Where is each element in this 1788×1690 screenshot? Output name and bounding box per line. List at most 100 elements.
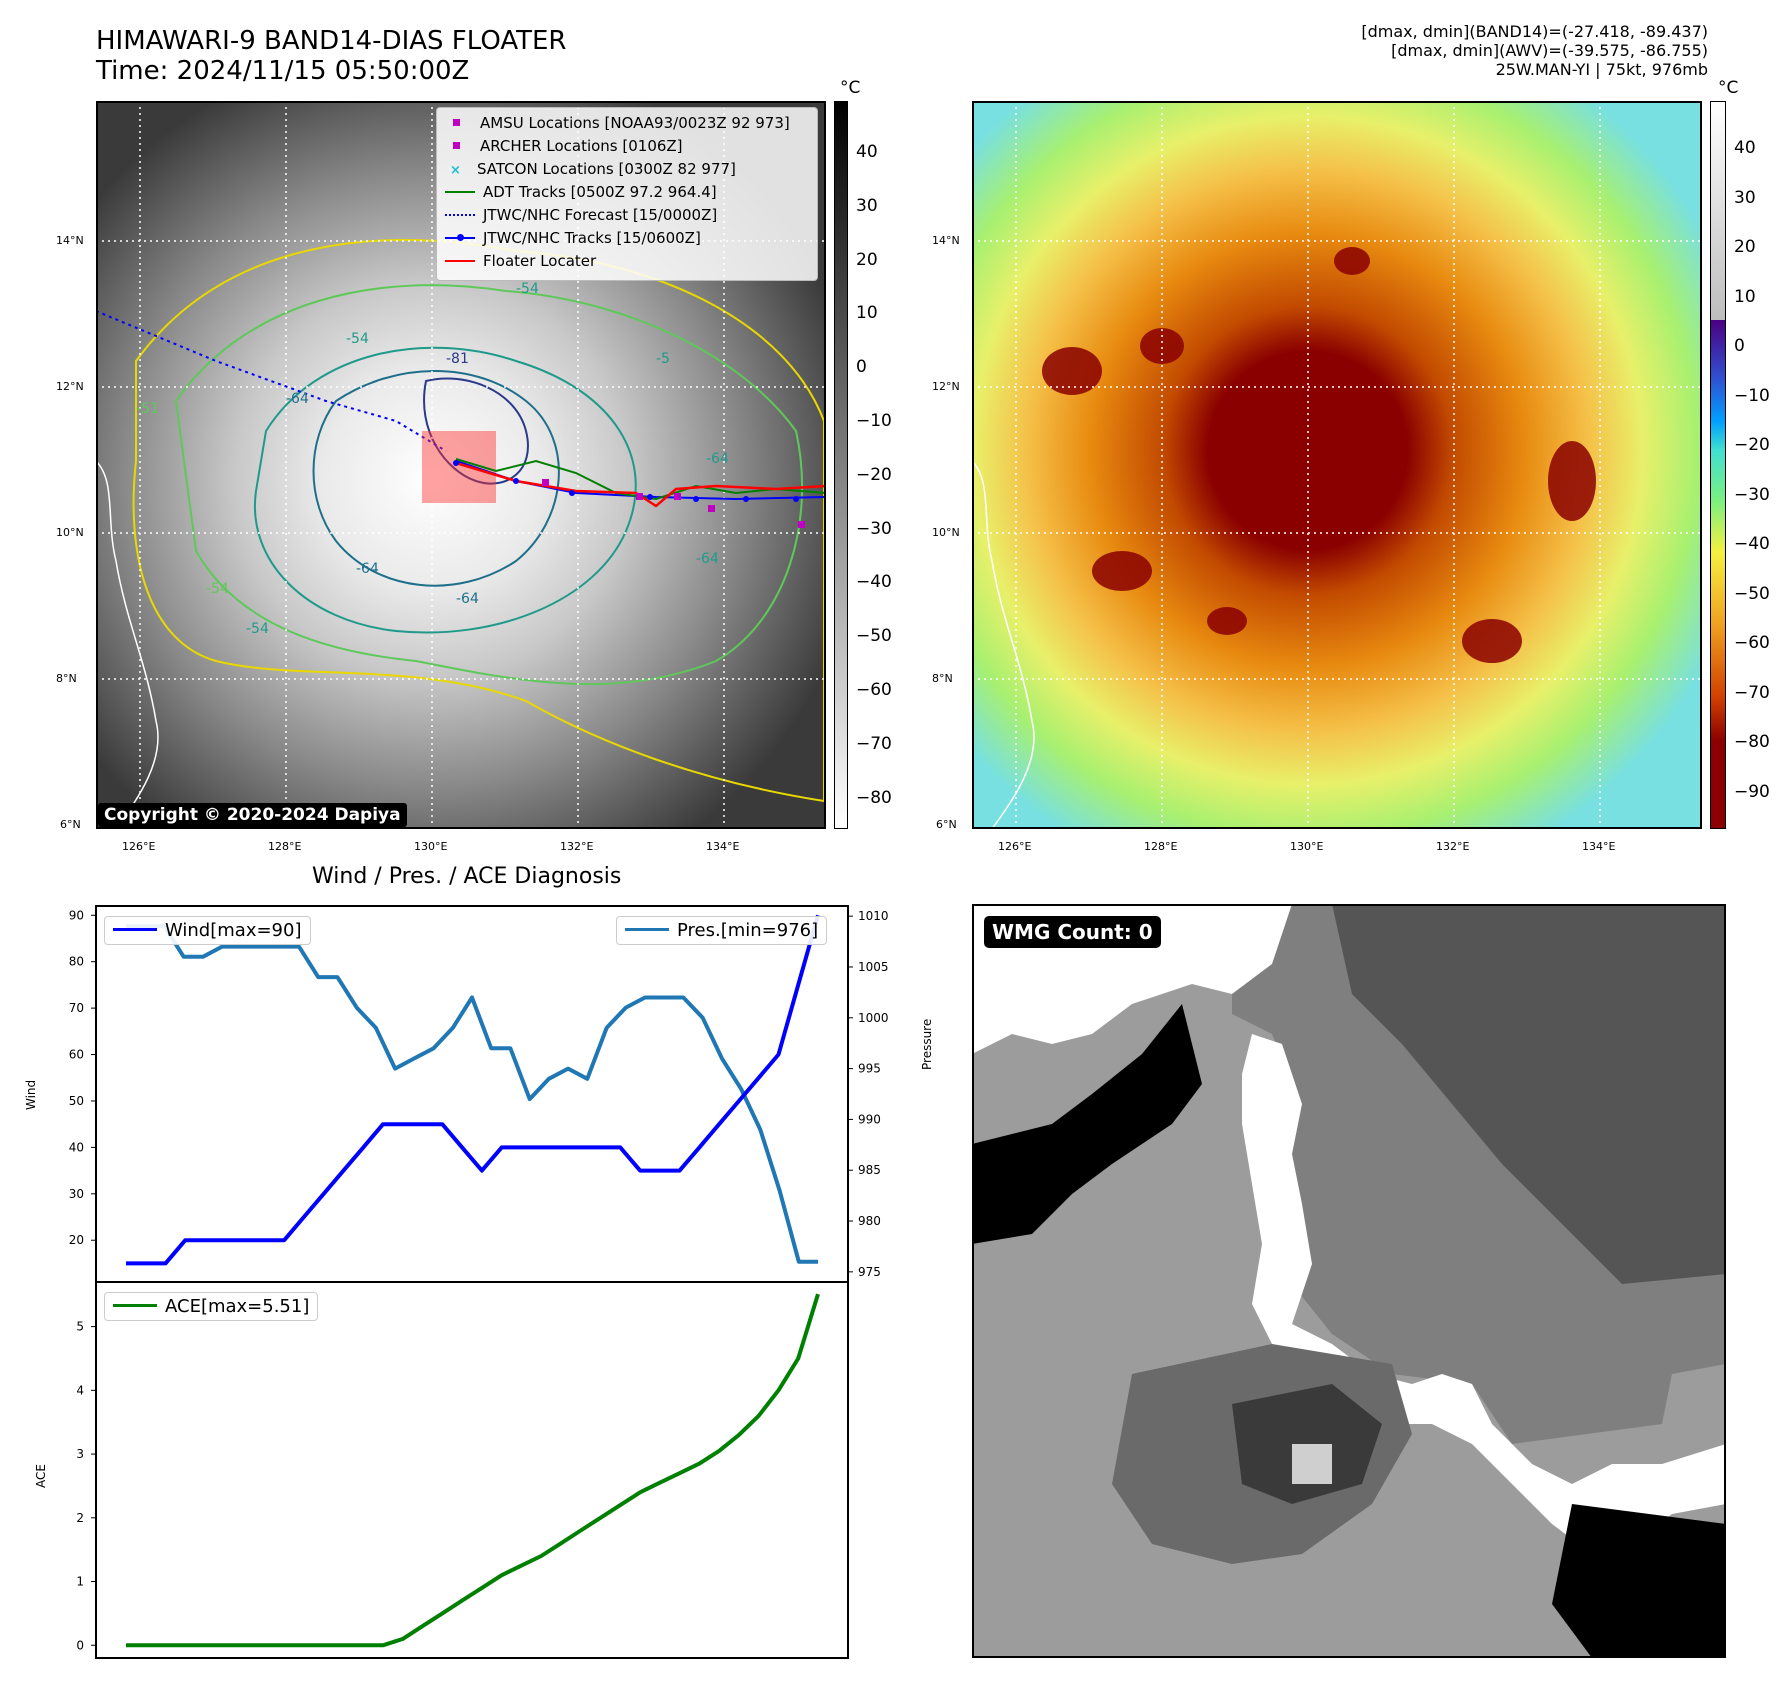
figure-time: Time: 2024/11/15 05:50:00Z — [96, 56, 470, 86]
diagnosis-chart: 2030405060708090975980985990995100010051… — [69, 905, 889, 1659]
colorbar-tick-label: −10 — [1734, 385, 1770, 406]
contour-label: -64 — [356, 561, 379, 577]
colorbar-tick-label: −60 — [1734, 633, 1770, 653]
enhanced-map-image — [971, 101, 1702, 830]
line-dot-icon — [445, 234, 475, 241]
info-awv: [dmax, dmin](AWV)=(-39.575, -86.755) — [1391, 41, 1708, 60]
wmg-frame — [972, 904, 1726, 1658]
track-legend: AMSU Locations [NOAA93/0023Z 92 973] ARC… — [436, 107, 818, 281]
wmg-count-label: WMG Count: 0 — [984, 916, 1161, 948]
pressure-tick-label: 1000 — [858, 1011, 889, 1025]
colorbar-tick-label: −70 — [856, 733, 892, 754]
diagnosis-title: Wind / Pres. / ACE Diagnosis — [312, 864, 622, 889]
contour-label: -54 — [246, 621, 269, 637]
wind-legend: Wind[max=90] — [104, 916, 311, 945]
wind-tick-label: 40 — [69, 1140, 84, 1154]
lat-label: 8°N — [56, 672, 77, 685]
lon-label: 130°E — [1290, 840, 1324, 853]
ir-colorbar — [834, 101, 848, 829]
lower-plot-frame — [95, 1281, 849, 1659]
ir-map: -81 -64 -64 -64 -54 -54 -54 -51 -5 -64 -… — [95, 101, 827, 830]
colorbar-tick-label: 0 — [1734, 336, 1745, 356]
enhanced-map — [971, 101, 1702, 830]
contour-label: -64 — [706, 451, 729, 467]
figure-title: HIMAWARI-9 BAND14-DIAS FLOATER — [96, 26, 567, 56]
ace-legend: ACE[max=5.51] — [104, 1292, 319, 1321]
lon-label: 126°E — [998, 840, 1032, 853]
pressure-line — [126, 924, 818, 1264]
lon-label: 130°E — [414, 840, 448, 853]
legend-archer: ARCHER Locations [0106Z] — [445, 137, 683, 155]
lon-label: 128°E — [268, 840, 302, 853]
colorbar-tick-label: 30 — [856, 195, 878, 216]
colorbar-tick-label: −40 — [856, 572, 892, 593]
colorbar-unit: °C — [840, 78, 861, 98]
legend-forecast: JTWC/NHC Forecast [15/0000Z] — [445, 206, 717, 224]
ace-tick-label: 3 — [76, 1447, 84, 1461]
enhanced-colorbar — [1710, 101, 1726, 829]
info-storm: 25W.MAN-YI | 75kt, 976mb — [1495, 60, 1708, 79]
lat-label: 12°N — [932, 380, 960, 393]
pressure-axis-label: Pressure — [920, 1018, 934, 1070]
colorbar-tick-label: −30 — [1734, 484, 1770, 505]
lon-label: 126°E — [122, 840, 156, 853]
lat-label: 14°N — [932, 234, 960, 247]
lat-label: 10°N — [932, 526, 960, 539]
pressure-tick-label: 990 — [858, 1112, 881, 1126]
legend-adt: ADT Tracks [0500Z 97.2 964.4] — [445, 183, 717, 201]
lat-label: 6°N — [936, 818, 957, 831]
lat-label: 10°N — [56, 526, 84, 539]
contour-label: -64 — [286, 391, 309, 407]
wind-tick-label: 70 — [69, 1001, 84, 1015]
pressure-legend: Pres.[min=976] — [616, 916, 828, 945]
wind-tick-label: 20 — [69, 1233, 84, 1247]
wind-tick-label: 90 — [69, 908, 84, 922]
colorbar-tick-label: −20 — [1734, 435, 1770, 455]
copyright-label: Copyright © 2020-2024 Dapiya — [98, 803, 407, 827]
colorbar-tick-label: −60 — [856, 680, 892, 700]
lat-label: 12°N — [56, 380, 84, 393]
line-marker-icon — [625, 928, 669, 931]
lon-label: 134°E — [1582, 840, 1616, 853]
wind-tick-label: 80 — [69, 955, 84, 969]
contour-label: -64 — [456, 591, 479, 607]
line-marker-icon — [445, 191, 475, 193]
contour-label: -51 — [136, 401, 159, 417]
colorbar-tick-label: 10 — [856, 303, 878, 324]
pressure-tick-label: 975 — [858, 1265, 881, 1279]
wmg-panel: WMG Count: 0 — [972, 904, 1726, 1658]
legend-floater: Floater Locater — [445, 252, 596, 270]
contour-label: -5 — [656, 351, 670, 367]
dotted-line-icon — [445, 214, 475, 216]
info-band14: [dmax, dmin](BAND14)=(-27.418, -89.437) — [1361, 22, 1708, 41]
colorbar-tick-label: −70 — [1734, 682, 1770, 703]
colorbar-tick-label: 40 — [1734, 138, 1756, 158]
colorbar-tick-label: −80 — [856, 787, 892, 808]
ace-tick-label: 1 — [76, 1575, 84, 1589]
lon-label: 132°E — [560, 840, 594, 853]
lat-label: 6°N — [60, 818, 81, 831]
colorbar-tick-label: −20 — [856, 464, 892, 485]
lon-label: 132°E — [1436, 840, 1470, 853]
legend-amsu: AMSU Locations [NOAA93/0023Z 92 973] — [445, 114, 790, 132]
pressure-tick-label: 1010 — [858, 909, 889, 923]
lat-label: 14°N — [56, 234, 84, 247]
colorbar-tick-label: 20 — [856, 249, 878, 270]
square-marker-icon — [453, 142, 460, 149]
upper-plot-frame — [95, 905, 849, 1283]
enhanced-map-frame — [972, 101, 1702, 829]
wind-tick-label: 50 — [69, 1094, 84, 1108]
legend-tracks: JTWC/NHC Tracks [15/0600Z] — [445, 229, 701, 247]
contour-label: -54 — [516, 281, 539, 297]
ace-tick-label: 0 — [76, 1638, 84, 1652]
pressure-tick-label: 985 — [858, 1163, 881, 1177]
colorbar-tick-label: 40 — [856, 142, 878, 162]
contour-label: -81 — [446, 351, 469, 367]
ace-tick-label: 4 — [76, 1383, 84, 1397]
colorbar-unit: °C — [1718, 78, 1739, 98]
colorbar-tick-label: −30 — [856, 518, 892, 539]
contour-label: -54 — [346, 331, 369, 347]
colorbar-tick-label: 0 — [856, 357, 867, 378]
ir-map-frame — [96, 101, 826, 829]
colorbar-tick-label: −90 — [1734, 781, 1770, 802]
